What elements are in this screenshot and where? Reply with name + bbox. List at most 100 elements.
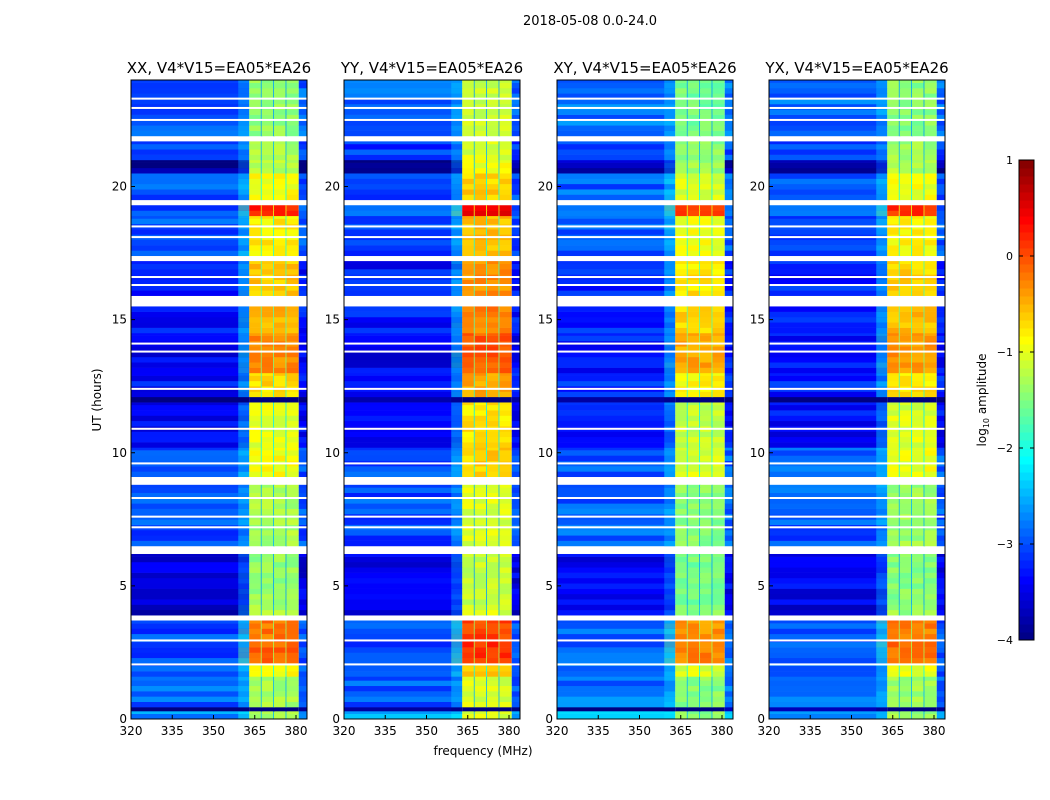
heatmap-cell-rfi (286, 141, 299, 145)
heatmap-cell-rfi (887, 647, 900, 653)
heatmap-cell-background (936, 173, 945, 179)
heatmap-cell-background (511, 311, 520, 318)
heatmap-cell-background (298, 466, 307, 472)
colorbar-segment (1019, 320, 1034, 329)
heatmap-cell-rfi (687, 239, 700, 246)
heatmap-cell-rfi (899, 535, 912, 541)
heatmap-cell-rfi (286, 623, 299, 629)
heatmap-cell-rfi (924, 189, 937, 195)
heatmap-cell-rfi (887, 665, 900, 672)
heatmap-cell-rfi (261, 210, 274, 217)
heatmap-cell-edge (664, 498, 676, 504)
heatmap-cell-background (724, 484, 733, 488)
heatmap-cell-background (131, 205, 250, 211)
heatmap-cell-rfi (912, 553, 925, 557)
heatmap-cell-rfi (924, 676, 937, 681)
heatmap-cell-background (131, 711, 250, 714)
heatmap-cell-edge (451, 420, 463, 427)
heatmap-cell-background (724, 178, 733, 185)
heatmap-cell-rfi (487, 665, 500, 672)
heatmap-cell-rfi (474, 82, 487, 89)
heatmap-cell-background (511, 498, 520, 504)
heatmap-cell-rfi (499, 466, 512, 472)
heatmap-cell-rfi (675, 652, 688, 659)
heatmap-cell-rfi (675, 487, 688, 493)
colorbar-segment (1019, 272, 1034, 281)
colorbar-segment (1019, 576, 1034, 585)
heatmap-cell-edge (238, 149, 250, 155)
heatmap-cell-rfi (261, 167, 274, 174)
heatmap-cell-edge (664, 707, 676, 712)
heatmap-cell-rfi (261, 125, 274, 131)
heatmap-cell-background (769, 519, 888, 525)
heatmap-cell-rfi (487, 306, 500, 312)
heatmap-cell-background (724, 657, 733, 664)
heatmap-cell-rfi (499, 652, 512, 659)
heatmap-cell-edge (876, 455, 888, 462)
heatmap-cell-rfi (712, 375, 725, 382)
heatmap-cell-edge (238, 492, 250, 499)
heatmap-cell-background (131, 652, 250, 659)
heatmap-cell-rfi (899, 593, 912, 600)
heatmap-cell-rfi (462, 508, 475, 515)
heatmap-cell-rfi (675, 415, 688, 422)
heatmap-cell-rfi (687, 194, 700, 201)
heatmap-cell-rfi (712, 588, 725, 595)
heatmap-cell-rfi (912, 685, 925, 692)
heatmap-cell-rfi (499, 492, 512, 499)
heatmap-cell-edge (876, 572, 888, 579)
heatmap-cell-rfi (462, 593, 475, 600)
heatmap-cell-rfi (261, 178, 274, 185)
heatmap-cell-rfi (474, 149, 487, 155)
heatmap-cell-rfi (487, 620, 500, 624)
heatmap-cell-rfi (887, 599, 900, 605)
heatmap-cell-rfi (924, 380, 937, 387)
heatmap-cell-rfi (249, 402, 262, 406)
heatmap-cell-rfi (887, 487, 900, 493)
heatmap-cell-background (557, 442, 676, 448)
heatmap-cell-background (724, 93, 733, 99)
heatmap-cell-rfi (712, 125, 725, 131)
heatmap-cell-rfi (274, 290, 287, 296)
heatmap-cell-rfi (687, 114, 700, 121)
heatmap-cell-rfi (712, 290, 725, 296)
heatmap-cell-rfi (249, 671, 262, 677)
heatmap-cell-rfi (249, 362, 262, 368)
heatmap-cell-rfi (487, 466, 500, 472)
heatmap-cell-edge (451, 149, 463, 155)
heatmap-cell-rfi (487, 561, 500, 568)
heatmap-cell-edge (664, 647, 676, 653)
heatmap-cell-rfi (899, 87, 912, 94)
heatmap-cell-rfi (924, 519, 937, 525)
heatmap-cell-rfi (924, 442, 937, 448)
heatmap-cell-background (557, 375, 676, 382)
heatmap-cell-rfi (700, 593, 713, 600)
heatmap-cell-background (724, 676, 733, 681)
heatmap-cell-rfi (261, 245, 274, 251)
heatmap-cell-rfi (924, 125, 937, 131)
heatmap-cell-background (511, 404, 520, 411)
heatmap-cell-background (936, 290, 945, 296)
heatmap-cell-background (936, 159, 945, 163)
heatmap-cell-background (769, 119, 888, 126)
heatmap-cell-rfi (924, 80, 937, 83)
heatmap-cell-rfi (899, 351, 912, 358)
heatmap-cell-background (557, 167, 676, 174)
heatmap-cell-background (131, 372, 250, 376)
heatmap-cell-rfi (712, 316, 725, 323)
heatmap-cell-rfi (261, 471, 274, 478)
heatmap-cell-edge (451, 701, 463, 708)
heatmap-cell-edge (238, 367, 250, 374)
heatmap-cell-edge (876, 311, 888, 318)
heatmap-cell-rfi (274, 410, 287, 416)
heatmap-cell-background (131, 263, 250, 270)
heatmap-cell-edge (451, 442, 463, 448)
heatmap-cell-background (557, 471, 676, 478)
heatmap-cell-rfi (462, 628, 475, 635)
heatmap-cell-edge (238, 487, 250, 493)
heatmap-cell-rfi (274, 362, 287, 368)
heatmap-cell-rfi (261, 391, 274, 398)
heatmap-cell-rfi (261, 316, 274, 323)
heatmap-cell-rfi (274, 540, 287, 547)
heatmap-cell-rfi (249, 436, 262, 443)
